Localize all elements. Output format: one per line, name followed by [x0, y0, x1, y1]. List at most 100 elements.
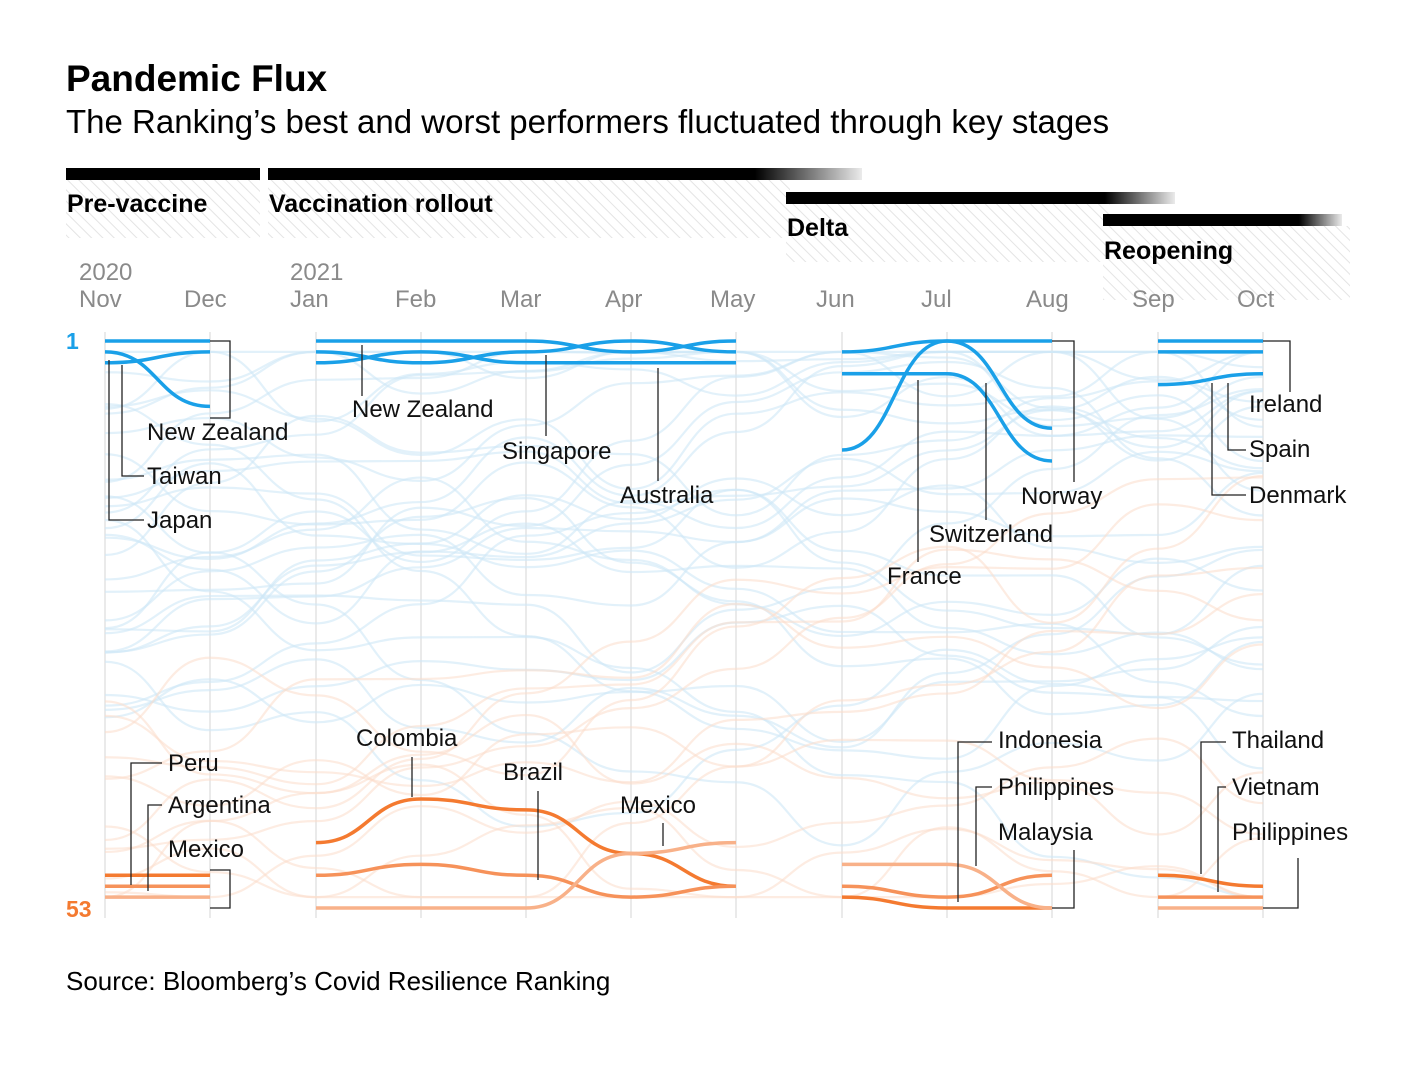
- phase-title-vaccination-rollout: Vaccination rollout: [269, 190, 493, 218]
- series-label-norway: Norway: [1021, 483, 1102, 510]
- series-label-indonesia: Indonesia: [998, 727, 1103, 754]
- background-line: [104, 518, 1264, 899]
- background-line: [104, 700, 1264, 836]
- chart-title: Pandemic Flux: [66, 58, 328, 99]
- background-line: [104, 819, 1264, 899]
- series-line-malaysia: [841, 862, 1053, 910]
- series-label-new-zealand: New Zealand: [352, 396, 493, 423]
- background-line: [104, 602, 1264, 780]
- background-line: [104, 648, 1264, 828]
- phase-hatch-reopening: [1103, 226, 1350, 300]
- series-line-brazil: [315, 862, 737, 899]
- series-label-singapore: Singapore: [502, 438, 611, 465]
- month-label-apr: Apr: [605, 286, 642, 313]
- background-line: [104, 387, 1264, 674]
- month-label-aug: Aug: [1026, 286, 1069, 313]
- leader-line-philippines: [1263, 858, 1299, 909]
- rank-bottom-label: 53: [66, 896, 92, 922]
- series-label-australia: Australia: [620, 482, 714, 509]
- background-line: [104, 350, 1264, 514]
- grid-layer: Nov Dec Jan Feb Mar Apr May Jun Jul Aug Sep Oct 2020…: [66, 259, 1275, 922]
- background-line: [104, 474, 1264, 777]
- phase-title-pre-vaccine: Pre-vaccine: [67, 190, 207, 218]
- chart-subtitle: The Ranking’s best and worst performers …: [66, 103, 1110, 140]
- month-label-nov: Nov: [79, 286, 122, 313]
- leader-line-indonesia: [957, 741, 992, 902]
- series-label-vietnam: Vietnam: [1232, 774, 1320, 801]
- series-line-mexico: [315, 840, 737, 910]
- background-line: [104, 450, 1264, 625]
- series-label-argentina: Argentina: [168, 792, 271, 819]
- series-label-brazil: Brazil: [503, 759, 563, 786]
- series-label-france: France: [887, 563, 962, 590]
- background-line: [104, 737, 1264, 899]
- background-line: [104, 503, 1264, 842]
- month-label-jul: Jul: [921, 286, 952, 313]
- background-line: [104, 350, 1264, 491]
- series-label-japan: Japan: [147, 507, 212, 534]
- series-label-mexico: Mexico: [620, 792, 696, 819]
- series-label-new-zealand: New Zealand: [147, 419, 288, 446]
- leader-line-norway: [1052, 340, 1075, 482]
- month-label-dec: Dec: [184, 286, 227, 313]
- series-label-malaysia: Malaysia: [998, 819, 1093, 846]
- background-lines: [104, 350, 1264, 899]
- rank-top-label: 1: [66, 328, 79, 354]
- month-label-oct: Oct: [1237, 286, 1275, 313]
- leader-line-spain: [1227, 383, 1246, 451]
- leader-line-malaysia: [1052, 850, 1075, 909]
- phase-bar-reopening: [1103, 214, 1342, 226]
- month-label-jun: Jun: [816, 286, 855, 313]
- background-line: [104, 593, 1264, 788]
- month-label-mar: Mar: [500, 286, 541, 313]
- phase-hatch-vaccination-rollout: [268, 180, 790, 238]
- background-line: [104, 350, 1264, 492]
- series-label-thailand: Thailand: [1232, 727, 1324, 754]
- series-line-new-zealand: [315, 339, 737, 354]
- leader-line-vietnam: [1217, 786, 1226, 892]
- series-line-denmark: [1157, 371, 1264, 387]
- background-line: [104, 551, 1264, 847]
- series-line-singapore: [315, 339, 737, 365]
- phase-hatch-delta: [786, 204, 1110, 262]
- phase-layer: Pre-vaccine Vaccination rollout Delta Reope…: [66, 168, 1350, 300]
- series-line-norway: [841, 339, 1052, 354]
- background-line: [104, 738, 1264, 899]
- leader-line-taiwan: [121, 365, 144, 477]
- series-label-mexico: Mexico: [168, 836, 244, 863]
- phase-title-delta: Delta: [787, 214, 849, 242]
- series-line-japan: [104, 350, 211, 409]
- series-line-taiwan: [104, 350, 211, 365]
- series-line-philippines: [841, 873, 1053, 899]
- source-note: Source: Bloomberg’s Covid Resilience Ran…: [66, 966, 611, 996]
- series-label-philippines: Philippines: [1232, 819, 1348, 846]
- series-label-taiwan: Taiwan: [147, 463, 222, 490]
- background-line: [104, 350, 1264, 564]
- series-label-ireland: Ireland: [1249, 391, 1322, 418]
- month-label-jan: Jan: [290, 286, 329, 313]
- series-label-philippines: Philippines: [998, 774, 1114, 801]
- phase-title-reopening: Reopening: [1104, 237, 1233, 265]
- background-line: [104, 350, 1264, 555]
- leader-line-new-zealand: [210, 340, 231, 419]
- background-line: [104, 350, 1264, 561]
- series-label-peru: Peru: [168, 750, 219, 777]
- background-line: [104, 497, 1264, 716]
- year-label-2021: 2021: [290, 259, 343, 286]
- label-layer: New Zealand Taiwan Japan Peru Argentina Mexic…: [108, 340, 1348, 909]
- background-line: [104, 402, 1264, 760]
- series-label-colombia: Colombia: [356, 725, 458, 752]
- series-layer: [104, 339, 1264, 910]
- background-line: [104, 763, 1264, 899]
- leader-line-japan: [108, 360, 144, 521]
- phase-hatch-pre-vaccine: [66, 180, 260, 238]
- leader-line-philippines: [975, 786, 992, 866]
- background-line: [104, 462, 1264, 718]
- leader-line-peru: [130, 762, 162, 885]
- background-line: [104, 486, 1264, 666]
- background-line: [104, 566, 1264, 807]
- leader-line-ireland: [1263, 340, 1291, 392]
- background-line: [104, 488, 1264, 707]
- series-line-indonesia: [841, 895, 1052, 910]
